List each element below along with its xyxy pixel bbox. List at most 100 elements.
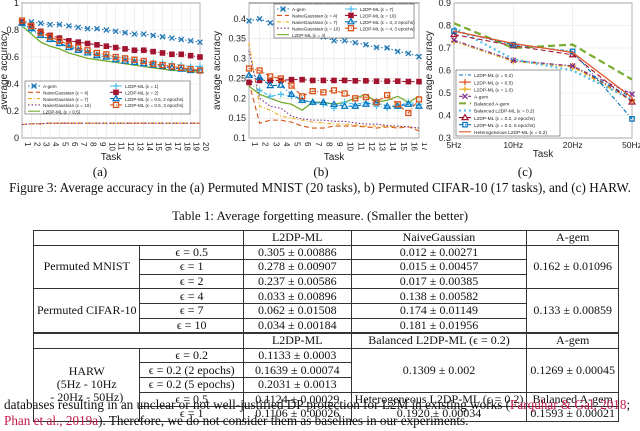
eps-cell: ϵ = 2 [139,273,244,290]
eps-cell: ϵ = 0.2 [139,347,244,364]
svg-text:L2DP-ML (ε = 1): L2DP-ML (ε = 1) [125,84,159,89]
agem-cifar: 0.133 ± 0.00859 [526,288,619,334]
svg-text:0.25: 0.25 [228,73,246,83]
l2dp-cell: 0.1133 ± 0.0003 [242,347,352,364]
svg-text:17: 17 [173,142,182,151]
svg-text:0.2: 0.2 [6,106,19,116]
svg-text:8: 8 [89,142,98,147]
agem-harw: 0.1269 ± 0.00045 [526,347,619,393]
svg-text:NaiveGaussian (ε = 4): NaiveGaussian (ε = 4) [43,91,89,96]
svg-text:average accuracy: average accuracy [0,31,10,110]
svg-text:Balanced L2DP-ML (ε = 0.2): Balanced L2DP-ML (ε = 0.2) [474,109,535,115]
svg-text:2: 2 [32,142,41,147]
svg-text:0.1: 0.1 [233,133,246,143]
svg-text:16: 16 [164,142,173,151]
svg-text:7: 7 [314,142,323,147]
citation-link[interactable]: Phan et al., 2019a [4,413,99,428]
svg-text:20: 20 [201,142,210,151]
naive-cell: 0.015 ± 0.00457 [350,259,528,275]
svg-text:4: 4 [51,142,60,147]
svg-text:L2DP-ML (ε = 4): L2DP-ML (ε = 4) [292,33,326,38]
svg-text:50Hz: 50Hz [622,140,640,150]
svg-text:5: 5 [60,142,69,147]
eps-cell: ϵ = 10 [139,317,244,334]
table-row: ϵ = 2 0.237 ± 0.00586 0.017 ± 0.00385 [34,273,619,290]
dataset-harw: HARW (5Hz - 10Hz - 20Hz - 50Hz) [32,347,141,422]
svg-text:1: 1 [250,142,259,147]
svg-text:0.4: 0.4 [233,14,246,24]
figure-c: 0.3 0.4 0.5 0.6 0.7 0.8 0.9 5Hz 10Hz 20Hz 50Hz Task… [424,0,640,170]
dataset-harw-line: - 20Hz - 50Hz) [50,390,124,405]
svg-text:14: 14 [388,142,397,151]
eps-cell: ϵ = 0.2 (5 epochs) [139,376,244,393]
figure-caption: Figure 3: Average accuracy in the (a) Pe… [9,180,631,195]
table-row: Permuted CIFAR-10 ϵ = 4 0.033 ± 0.00896 … [32,288,619,334]
l2dp-cell: 0.033 ± 0.00896 [242,288,352,304]
naive-cell: 0.138 ± 0.00582 [350,288,528,304]
svg-text:0: 0 [14,133,19,143]
svg-text:16: 16 [409,142,418,151]
agem-mnist: 0.162 ± 0.01096 [526,244,619,290]
svg-text:0.4: 0.4 [6,79,19,89]
l2dp-cell: 0.305 ± 0.00886 [242,244,352,261]
svg-text:0.7: 0.7 [438,43,451,53]
header-l2dp: L2DP-ML [242,332,352,349]
svg-text:average accuracy: average accuracy [424,31,435,110]
svg-text:L2DP-ML (ε = 1.0): L2DP-ML (ε = 1.0) [474,87,513,93]
svg-text:1: 1 [23,142,32,147]
svg-text:3: 3 [42,142,51,147]
svg-text:1: 1 [14,0,19,8]
l2dp-cell: 0.1639 ± 0.00074 [242,362,352,378]
table-row: ϵ = 0.5 0.1124 ± 0.00029 Heterogeneous L… [34,391,619,408]
svg-text:19: 19 [192,142,201,151]
svg-text:0.8: 0.8 [6,25,19,35]
header-l2dp: L2DP-ML [242,230,352,246]
svg-text:NaiveGaussian (ε = 10): NaiveGaussian (ε = 10) [292,26,340,31]
svg-text:Heterogeneous L2DP-ML (ε = 0.2: Heterogeneous L2DP-ML (ε = 0.2) [474,130,547,136]
figure-b: 0.1 0.15 0.2 0.25 0.3 0.35 0.4 1 2 3 4 5 6 7 8 9 10 11 12 1… [212,0,427,170]
svg-text:7: 7 [79,142,88,147]
svg-text:10: 10 [346,142,355,151]
sublabel-a: (a) [92,164,108,179]
svg-text:4: 4 [282,142,291,147]
paragraph-text: databases resulting in an unclear or not… [4,397,511,412]
svg-text:L2DP-ML (ε = 0.5, 2 epochs): L2DP-ML (ε = 0.5, 2 epochs) [125,97,184,102]
table-row: Permuted MNIST ϵ = 0.5 0.305 ± 0.00886 0… [32,244,619,290]
svg-text:A-gem: A-gem [474,95,488,101]
svg-text:L2DP-ML (ε = 0.2): L2DP-ML (ε = 0.2) [474,73,513,79]
dataset-harw-line: HARW [68,364,105,379]
heterogeneous-value: 0.1920 ± 0.00034 [350,406,528,422]
svg-text:0.3: 0.3 [438,133,451,143]
chart-harw: 0.3 0.4 0.5 0.6 0.7 0.8 0.9 5Hz 10Hz 20Hz 50Hz Task… [424,0,640,160]
eps-cell: ϵ = 0.2 (2 epochs) [139,362,244,378]
svg-text:2: 2 [261,142,270,147]
svg-text:0.8: 0.8 [438,21,451,31]
svg-text:10: 10 [107,142,116,151]
svg-text:12: 12 [126,142,135,151]
forgetting-table: L2DP-ML NaiveGaussian A-gem Permuted MNI… [32,230,619,422]
svg-text:L2DP-ML (ε = 2): L2DP-ML (ε = 2) [125,91,159,96]
eps-cell: ϵ = 1 [139,259,244,275]
svg-text:0.15: 0.15 [228,113,246,123]
eps-cell: ϵ = 7 [139,302,244,319]
header-balanced-agem: Balanced A-gem [526,391,619,408]
citation-link[interactable]: Farquhar & Gal, 2018 [510,397,627,412]
chart-permuted-cifar10: 0.10.150.20.250.30.350.41 2 3 4 5 6 7 8 9 10 11 12 1… [212,2,427,163]
table-harw-header-row: L2DP-ML Balanced L2DP-ML (ϵ = 0.2) A-gem [33,332,619,349]
svg-text:0.6: 0.6 [6,52,19,62]
eps-cell: ϵ = 4 [139,288,244,304]
svg-text:9: 9 [98,142,107,147]
table-row: ϵ = 1 0.1106 ± 0.00026 0.1920 ± 0.00034 … [34,406,619,422]
paragraph-text: ). Therefore, we do not consider them as… [98,413,469,428]
svg-text:15: 15 [154,142,163,151]
svg-text:6: 6 [70,142,79,147]
header-agem: A-gem [526,230,619,246]
naive-cell: 0.012 ± 0.00271 [350,244,528,261]
l2dp-cell: 0.1124 ± 0.00029 [242,391,352,408]
svg-text:average accuracy: average accuracy [212,31,223,110]
dataset-cifar: Permuted CIFAR-10 [32,288,141,334]
sublabel-c: (c) [517,164,533,179]
svg-text:14: 14 [145,142,154,151]
svg-text:20Hz: 20Hz [563,140,583,150]
balanced-l2dp-value: 0.1309 ± 0.002 [350,347,528,393]
